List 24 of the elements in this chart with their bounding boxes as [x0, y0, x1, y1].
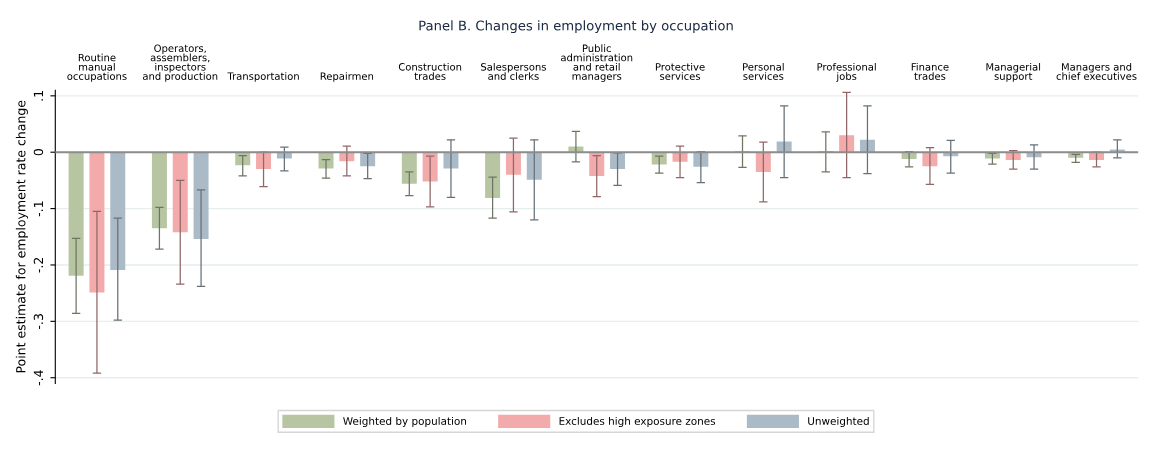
legend-label: Weighted by population [343, 416, 467, 427]
chart-title: Panel B. Changes in employment by occupation [419, 20, 733, 34]
y-tick-label: -.2 [33, 258, 43, 273]
y-tick-label: -.3 [33, 314, 44, 329]
y-tick-label: -.1 [33, 201, 43, 217]
x-tick-label: Routine manual occupations [67, 53, 127, 82]
legend-label: Excludes high exposure zones [559, 416, 716, 427]
x-tick-label: Operators, assemblers, inspectors and production [143, 44, 218, 82]
x-tick-label: Transportation [227, 72, 299, 82]
x-tick-label: Public administration and retail managers [561, 44, 633, 82]
y-axis-title: Point estimate for employment rate change [15, 100, 28, 373]
x-tick-label: Protective services [655, 62, 705, 80]
legend-label: Unweighted [808, 416, 869, 427]
x-tick-label: Professional jobs [817, 62, 876, 82]
y-tick-label: 0 [33, 149, 44, 156]
x-tick-label: Finance trades [911, 62, 949, 80]
x-tick-label: Construction trades [398, 62, 462, 80]
x-tick-label: Personal services [743, 62, 784, 80]
y-tick-label: -.4 [33, 370, 43, 386]
x-tick-label: Managers and chief executives [1056, 62, 1137, 80]
y-tick-label: .1 [33, 91, 43, 101]
x-tick-label: Salespersons and clerks [481, 62, 546, 80]
x-tick-label: Repairmen [320, 72, 374, 82]
x-tick-label: Managerial support [986, 62, 1041, 82]
